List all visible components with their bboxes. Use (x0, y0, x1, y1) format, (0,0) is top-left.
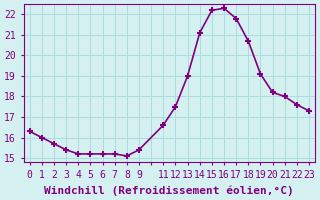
X-axis label: Windchill (Refroidissement éolien,°C): Windchill (Refroidissement éolien,°C) (44, 185, 294, 196)
